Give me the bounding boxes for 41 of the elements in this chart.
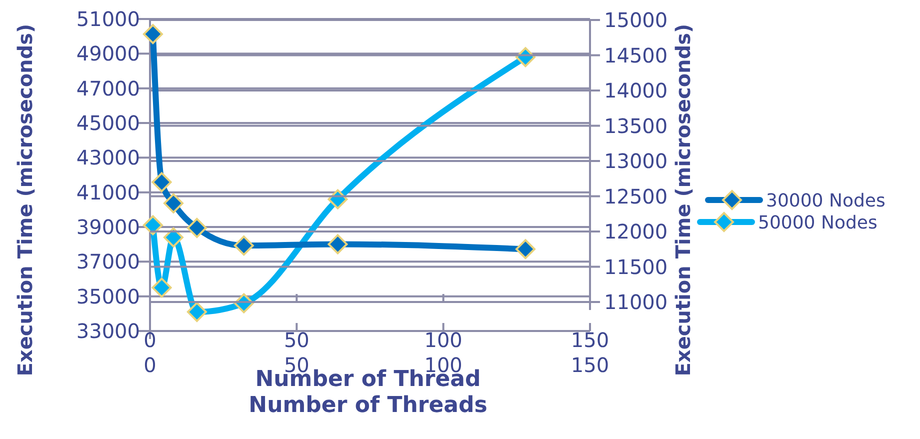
y-axis-title: Execution Time (microseconds) (671, 24, 695, 376)
point (142, 24, 163, 44)
y-tick-label: 37000 (76, 250, 140, 274)
point (515, 239, 536, 260)
y-tick-label: 12500 (604, 184, 668, 208)
legend-label: 30000 Nodes (766, 190, 886, 212)
x-tick-label: 0 (144, 353, 156, 377)
y-tick-label: 41000 (76, 180, 140, 204)
x-tick-label: 150 (570, 353, 610, 377)
y-tick-label: 51000 (76, 7, 140, 31)
y-tick-label: 15000 (604, 8, 668, 32)
y-tick-label: 13500 (604, 114, 668, 138)
point (186, 302, 207, 322)
point (186, 218, 207, 238)
point (142, 215, 163, 236)
y-tick-label: 14500 (604, 43, 668, 68)
point (234, 236, 254, 256)
point (328, 234, 348, 254)
y-tick-label: 12000 (604, 220, 668, 244)
legend-label: 50000 Nodes (758, 212, 878, 234)
y-tick-label: 49000 (76, 42, 140, 66)
y-tick-label: 11000 (604, 290, 668, 314)
point (152, 172, 172, 192)
y-tick-label: 47000 (76, 76, 140, 100)
x-tick-label: 50 (284, 328, 310, 352)
y-tick-label: 43000 (76, 146, 140, 170)
x-axis-title: Number of Threads (248, 393, 488, 418)
point (163, 193, 184, 214)
y-tick-label: 39000 (76, 215, 140, 239)
x-tick-label: 100 (424, 328, 462, 352)
y-axis-title: Execution Time (microseconds) (13, 24, 37, 376)
y-tick-label: 11500 (604, 254, 668, 279)
y-tick-label: 14000 (604, 78, 668, 102)
y-tick-label: 35000 (76, 284, 140, 308)
x-tick-label: 0 (144, 328, 156, 352)
y-tick-label: 13000 (604, 149, 668, 173)
y-tick-label: 33000 (76, 319, 140, 343)
point (152, 278, 172, 298)
point (163, 227, 184, 248)
y-tick-label: 45000 (76, 111, 140, 135)
x-tick-label: 150 (570, 328, 610, 352)
